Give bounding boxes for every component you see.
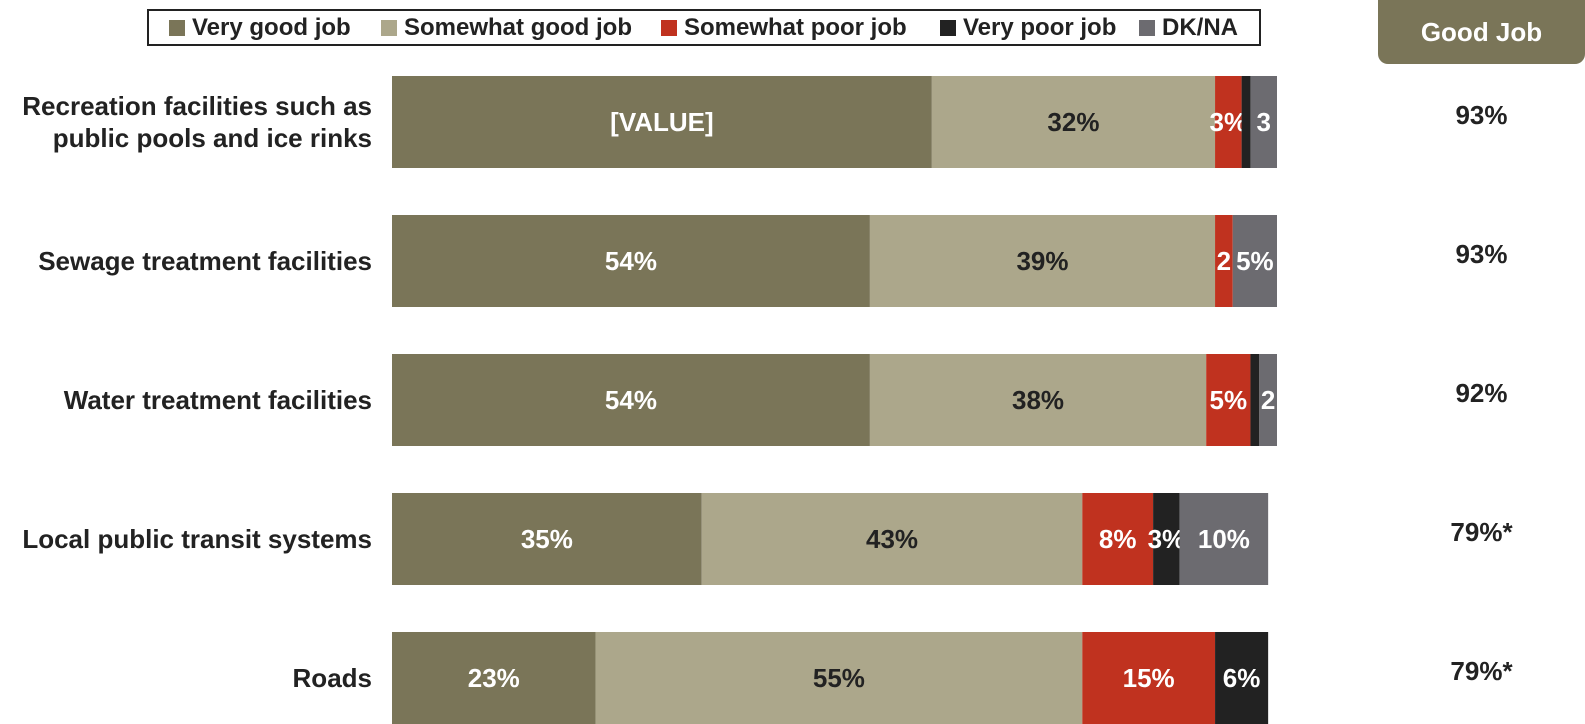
data-label: 3% bbox=[1148, 524, 1186, 554]
data-label: [VALUE] bbox=[610, 107, 714, 137]
bar-segment bbox=[392, 354, 870, 446]
legend-label: DK/NA bbox=[1162, 13, 1238, 41]
legend-item: Somewhat good job bbox=[381, 11, 632, 44]
legend-swatch bbox=[661, 19, 677, 36]
good-job-value: 92% bbox=[1455, 378, 1508, 408]
bar-segment bbox=[1082, 632, 1216, 724]
data-label: 54% bbox=[605, 246, 657, 276]
good-job-column: 93% 93% 92% 79%* 79%* bbox=[1378, 0, 1585, 724]
legend-item: Somewhat poor job bbox=[661, 11, 907, 44]
legend-label: Somewhat good job bbox=[404, 13, 632, 41]
good-job-header: Good Job bbox=[1378, 0, 1585, 64]
data-label: 15% bbox=[1123, 663, 1175, 693]
bar-segment bbox=[1232, 215, 1277, 307]
bar-segment bbox=[931, 76, 1216, 168]
data-label: 43% bbox=[866, 524, 918, 554]
legend-item: DK/NA bbox=[1139, 11, 1238, 44]
data-label: 2 bbox=[1217, 246, 1231, 276]
bar-segment bbox=[1259, 354, 1277, 446]
bar-segment bbox=[1241, 76, 1251, 168]
bar-segment bbox=[1206, 354, 1251, 446]
legend-label: Somewhat poor job bbox=[684, 13, 907, 41]
data-label: 5% bbox=[1210, 385, 1248, 415]
category-label: Roads bbox=[293, 663, 372, 693]
data-label: 38% bbox=[1012, 385, 1064, 415]
legend-item: Very good job bbox=[169, 11, 351, 44]
legend-item: Very poor job bbox=[940, 11, 1116, 44]
bar-segment bbox=[869, 354, 1207, 446]
category-label: Water treatment facilities bbox=[64, 385, 372, 415]
category-label: Local public transit systems bbox=[22, 524, 372, 554]
bar-segment bbox=[1153, 493, 1180, 585]
legend-label: Very poor job bbox=[963, 13, 1117, 41]
good-job-value: 93% bbox=[1455, 239, 1508, 269]
data-label: 39% bbox=[1016, 246, 1068, 276]
bar-segment bbox=[701, 493, 1083, 585]
bar-segment bbox=[1250, 76, 1277, 168]
data-label: 8% bbox=[1099, 524, 1137, 554]
bar-segment bbox=[1082, 493, 1154, 585]
legend-swatch bbox=[169, 19, 185, 36]
legend-swatch bbox=[940, 19, 956, 36]
bar-segment bbox=[392, 215, 870, 307]
bar-segment bbox=[869, 215, 1216, 307]
bar-segment bbox=[1215, 215, 1233, 307]
legend-label: Very good job bbox=[192, 13, 351, 41]
good-job-value: 93% bbox=[1455, 100, 1508, 130]
data-label: 55% bbox=[813, 663, 865, 693]
data-label: 3 bbox=[1256, 107, 1270, 137]
bar-segment bbox=[1215, 76, 1242, 168]
data-label: 6% bbox=[1223, 663, 1261, 693]
good-job-value: 79%* bbox=[1450, 517, 1513, 547]
chart-legend: Very good job Somewhat good job Somewhat p… bbox=[147, 9, 1261, 46]
bar-segment bbox=[392, 632, 596, 724]
legend-swatch bbox=[381, 19, 397, 36]
category-label: Sewage treatment facilities bbox=[38, 246, 372, 276]
good-job-value: 79%* bbox=[1450, 656, 1513, 686]
data-label: 3% bbox=[1210, 107, 1248, 137]
bar-segment bbox=[1250, 354, 1260, 446]
bar-segment bbox=[1215, 632, 1269, 724]
data-label: 23% bbox=[468, 663, 520, 693]
data-label: 32% bbox=[1047, 107, 1099, 137]
category-label: Recreation facilities such as public pool… bbox=[22, 91, 372, 153]
data-label: 2 bbox=[1261, 385, 1275, 415]
data-label: 5% bbox=[1236, 246, 1274, 276]
legend-swatch bbox=[1139, 19, 1155, 36]
data-label: 35% bbox=[521, 524, 573, 554]
bar-segment bbox=[392, 493, 702, 585]
bar-segment bbox=[595, 632, 1083, 724]
bar-segment bbox=[1179, 493, 1269, 585]
data-label: 10% bbox=[1198, 524, 1250, 554]
bar-segment bbox=[392, 76, 932, 168]
data-label: 54% bbox=[605, 385, 657, 415]
